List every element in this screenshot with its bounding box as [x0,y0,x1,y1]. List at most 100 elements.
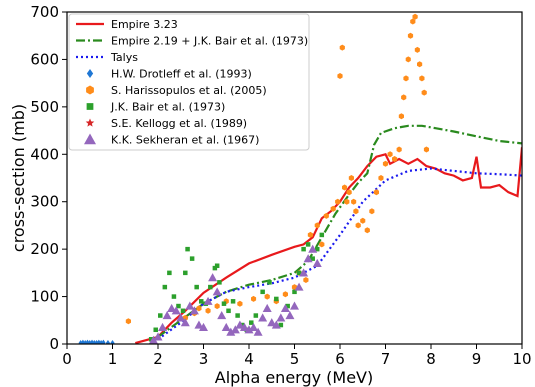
series-line [157,124,522,338]
data-point [226,308,231,314]
data-point [214,263,220,268]
data-point [285,311,295,320]
data-point [258,313,268,322]
data-point [244,325,254,334]
data-point [285,303,290,309]
data-point [167,270,172,276]
data-point [405,56,411,63]
data-point [319,241,325,248]
data-point [230,299,236,304]
legend-box [68,13,310,151]
y-axis-title: cross-section (mb) [9,104,28,252]
legend-item: K.K. Sekheran et al. (1967) [84,133,259,147]
data-point [214,303,220,310]
data-point [307,231,313,238]
data-point [312,258,322,267]
data-point [282,291,288,298]
data-point [353,208,359,215]
y-tick-label: 400 [30,145,59,163]
data-point [267,318,277,327]
data-point [308,244,318,253]
y-tick-label: 700 [30,3,59,21]
data-point [180,308,186,314]
data-point [351,198,357,205]
data-point [373,189,379,196]
data-point [185,246,190,252]
data-point [401,94,407,101]
data-point [335,198,341,205]
data-point [292,289,297,295]
series-line [157,167,522,341]
data-point [180,318,190,327]
data-point [110,340,115,344]
legend-label: H.W. Drotleff et al. (1993) [111,68,252,81]
data-point [310,256,315,261]
data-point [296,270,302,276]
data-point [235,320,245,329]
data-point [294,282,304,291]
data-point [196,305,202,312]
data-point [407,32,414,39]
data-point [101,339,106,344]
data-point [278,322,284,328]
y-tick-label: 300 [30,193,59,211]
data-point [217,311,227,320]
data-point [239,322,249,331]
data-point [208,284,213,290]
data-point [262,303,272,313]
data-point [419,75,425,82]
data-point [212,287,222,296]
data-point [208,273,218,282]
data-point [271,320,281,329]
data-point [414,46,420,53]
legend-label: Empire 3.23 [111,18,178,31]
data-point [348,175,354,181]
data-point [171,306,181,315]
data-point [299,268,309,277]
y-tick-label: 0 [49,335,59,353]
data-point [253,313,259,318]
data-point [203,296,213,305]
data-point [199,322,208,331]
data-point [410,18,416,25]
data-point [189,306,199,315]
data-point [162,284,168,290]
data-point [176,303,181,309]
x-tick-label: 0 [62,350,72,368]
plot-area [78,13,522,344]
data-point [314,222,320,229]
data-point [235,313,240,318]
data-point [369,208,375,215]
legend: Empire 3.23 Empire 2.19 + J.K. Bair et al… [68,13,310,151]
legend-item: J.K. Bair et al. (1973) [86,101,225,114]
data-point [276,313,286,322]
data-point [364,227,370,234]
data-point [183,270,188,276]
data-point [221,301,227,306]
series-7 [148,244,322,344]
series-2 [157,167,522,341]
legend-swatch [84,133,96,145]
data-point [290,301,299,310]
x-tick-label: 8 [426,350,436,368]
data-point [249,320,254,325]
data-point [230,325,240,334]
y-tick-label: 500 [30,98,59,116]
data-point [303,254,313,263]
legend-swatch [86,85,94,95]
data-point [158,322,168,331]
data-point [249,322,259,331]
data-point [315,246,320,252]
legend-swatch [86,69,94,78]
data-point [237,300,243,307]
data-point [323,212,329,219]
x-axis: 0 1 2 3 4 5 6 7 8 9 10 [62,344,532,368]
x-tick-label: 6 [335,350,345,368]
data-point [189,256,195,261]
data-point [194,320,204,329]
legend-label: J.K. Bair et al. (1973) [110,101,225,114]
y-axis: 0 100 200 300 400 500 600 700 [30,3,67,353]
legend-label: K.K. Sekheran et al. (1967) [111,134,259,147]
